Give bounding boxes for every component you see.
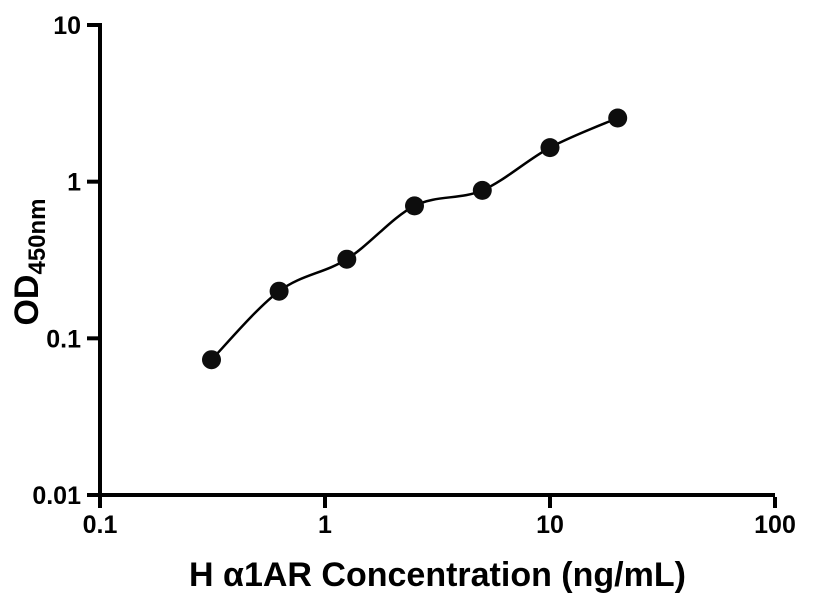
- y-tick-label: 0.01: [32, 482, 81, 510]
- axis-spines: [98, 23, 775, 497]
- data-point: [608, 108, 628, 128]
- y-axis-title-main: OD: [8, 274, 46, 326]
- y-axis-title: OD450nm: [8, 198, 52, 325]
- data-point: [405, 196, 424, 216]
- y-tick-label: 1: [67, 169, 81, 197]
- data-point: [202, 350, 221, 370]
- data-point: [540, 138, 560, 158]
- y-tick-label: 10: [53, 12, 81, 40]
- x-tick-label: 0.1: [83, 511, 118, 539]
- x-tick-label: 10: [536, 511, 564, 539]
- x-tick-label: 100: [754, 511, 796, 539]
- x-tick-label: 1: [318, 511, 332, 539]
- data-point: [472, 180, 492, 200]
- y-axis-title-subscript: 450nm: [24, 198, 51, 275]
- y-tick-label: 0.1: [46, 325, 81, 353]
- data-point: [337, 249, 357, 269]
- x-axis-title: H α1AR Concentration (ng/mL): [189, 556, 686, 594]
- data-point: [269, 281, 289, 301]
